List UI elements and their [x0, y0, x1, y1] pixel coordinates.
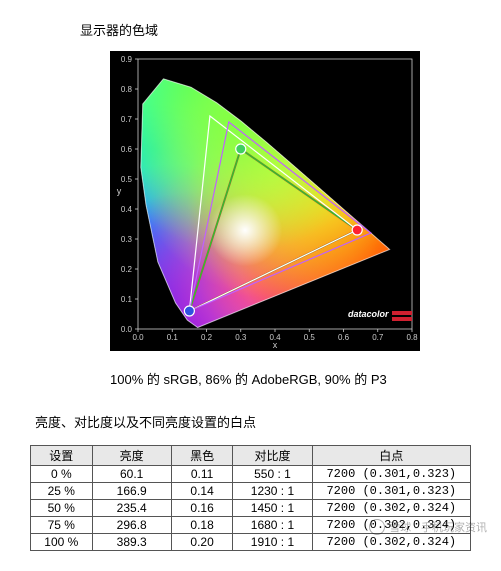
svg-text:0.6: 0.6	[121, 145, 133, 154]
table-row: 0 %60.10.11550 : 17200 (0.301,0.323)	[31, 466, 471, 483]
svg-text:0.5: 0.5	[121, 175, 133, 184]
table-header: 设置	[31, 446, 93, 466]
table-header: 亮度	[92, 446, 171, 466]
svg-text:0.3: 0.3	[121, 235, 133, 244]
svg-text:0.6: 0.6	[338, 333, 350, 342]
svg-text:0.0: 0.0	[121, 325, 133, 334]
table-header: 白点	[312, 446, 470, 466]
svg-text:datacolor: datacolor	[348, 309, 389, 319]
svg-text:0.8: 0.8	[406, 333, 418, 342]
brightness-table: 设置亮度黑色对比度白点 0 %60.10.11550 : 17200 (0.30…	[30, 445, 471, 551]
section-title-gamut: 显示器的色域	[80, 20, 471, 39]
table-header: 对比度	[233, 446, 312, 466]
table-row: 25 %166.90.141230 : 17200 (0.301,0.323)	[31, 483, 471, 500]
watermark-text: 雪球 · 手机玩家资讯	[389, 519, 487, 535]
svg-text:0.7: 0.7	[372, 333, 384, 342]
table-header: 黑色	[171, 446, 233, 466]
svg-text:0.4: 0.4	[121, 205, 133, 214]
svg-text:0.2: 0.2	[201, 333, 213, 342]
table-row: 100 %389.30.201910 : 17200 (0.302,0.324)	[31, 534, 471, 551]
svg-text:0.2: 0.2	[121, 265, 133, 274]
svg-text:x: x	[273, 340, 278, 350]
section-title-table: 亮度、对比度以及不同亮度设置的白点	[35, 412, 471, 431]
chart-caption: 100% 的 sRGB, 86% 的 AdobeRGB, 90% 的 P3	[110, 369, 471, 388]
svg-text:y: y	[117, 186, 122, 196]
svg-text:0.7: 0.7	[121, 115, 133, 124]
chromaticity-chart: 0.0 0.1 0.2 0.3 0.4 0.5 0.6 0.7 0.8 0.0 0.1 0.2 0.3 0…	[110, 51, 471, 351]
table-row: 50 %235.40.161450 : 17200 (0.302,0.324)	[31, 500, 471, 517]
svg-text:0.5: 0.5	[304, 333, 316, 342]
svg-text:0.3: 0.3	[235, 333, 247, 342]
svg-text:0.8: 0.8	[121, 85, 133, 94]
watermark-icon	[369, 519, 385, 535]
svg-text:0.9: 0.9	[121, 55, 133, 64]
svg-text:0.0: 0.0	[132, 333, 144, 342]
svg-text:0.1: 0.1	[167, 333, 179, 342]
svg-text:0.1: 0.1	[121, 295, 133, 304]
watermark: 雪球 · 手机玩家资讯	[369, 519, 487, 535]
